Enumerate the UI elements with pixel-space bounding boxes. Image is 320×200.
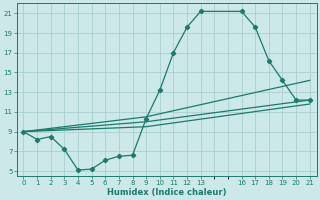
X-axis label: Humidex (Indice chaleur): Humidex (Indice chaleur) <box>107 188 226 197</box>
